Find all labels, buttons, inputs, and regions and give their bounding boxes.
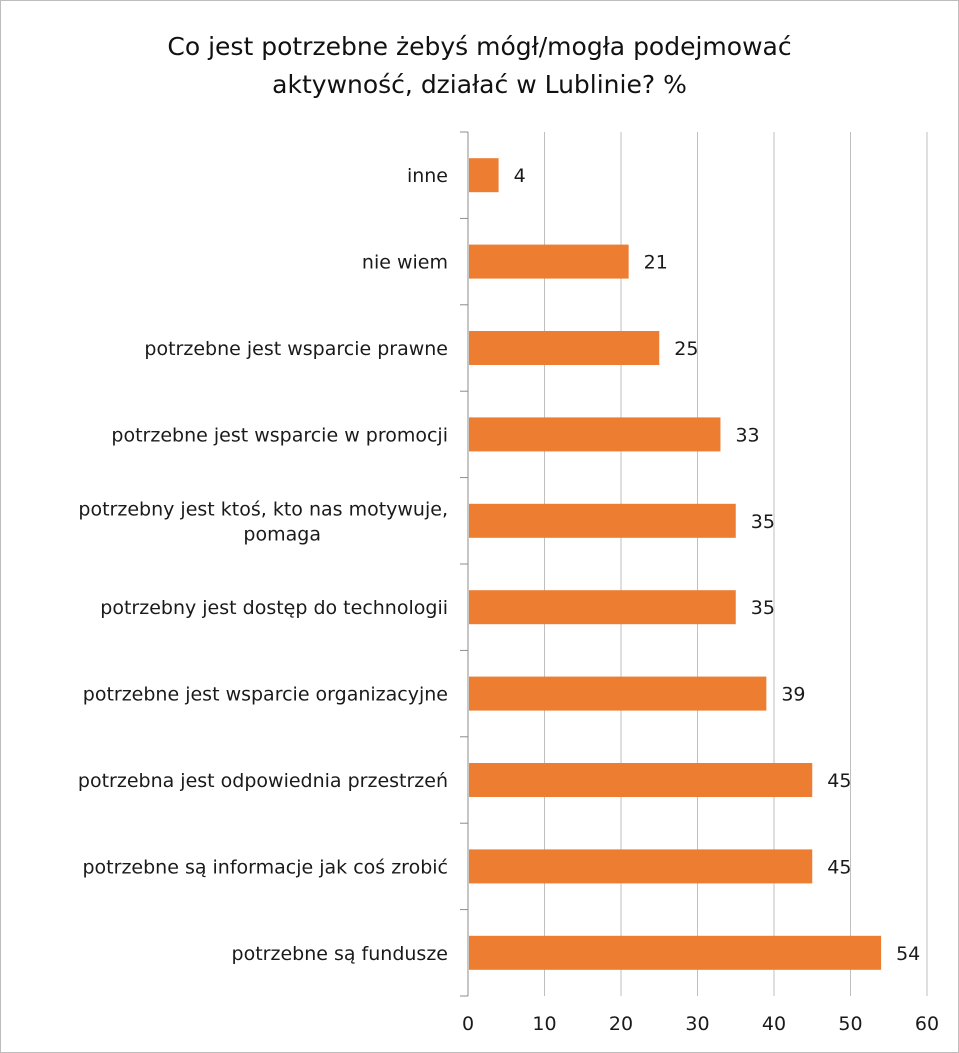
chart-title-line-2: aktywność, działać w Lublinie? % — [272, 70, 687, 99]
x-tick-label: 40 — [762, 1013, 786, 1035]
category-label: nie wiem — [362, 252, 448, 274]
bar — [469, 503, 736, 538]
bar — [469, 158, 499, 193]
data-label: 21 — [644, 252, 668, 274]
bars — [469, 158, 882, 970]
category-label: potrzebne są informacje jak coś zrobić — [83, 856, 449, 878]
data-label: 35 — [751, 597, 775, 619]
x-tick-label: 20 — [609, 1013, 633, 1035]
category-label: potrzebne są fundusze — [232, 943, 448, 965]
data-label: 45 — [827, 770, 851, 792]
category-label: potrzebne jest wsparcie organizacyjne — [83, 684, 448, 706]
category-axis — [460, 131, 469, 997]
data-label: 35 — [751, 511, 775, 533]
category-label: potrzebna jest odpowiednia przestrzeń — [78, 770, 448, 792]
x-tick-label: 60 — [915, 1013, 939, 1035]
chart-title: Co jest potrzebne żebyś mógł/mogła podej… — [0, 28, 959, 104]
category-label: inne — [407, 165, 448, 187]
data-label: 33 — [735, 424, 759, 446]
bar — [469, 763, 813, 797]
bar — [469, 935, 882, 970]
chart-title-line-1: Co jest potrzebne żebyś mógł/mogła podej… — [167, 32, 792, 61]
data-labels: 4 21 25 33 35 35 39 45 45 54 — [514, 165, 921, 965]
bar — [469, 676, 767, 711]
data-label: 45 — [827, 856, 851, 878]
data-label: 54 — [896, 943, 920, 965]
bar — [469, 244, 629, 279]
bar — [469, 590, 736, 625]
category-label: potrzebny jest dostęp do technologii — [100, 597, 448, 619]
data-label: 4 — [514, 165, 526, 187]
x-tick-label: 50 — [838, 1013, 862, 1035]
x-tick-label: 10 — [532, 1013, 556, 1035]
category-label: potrzebne jest wsparcie w promocji — [111, 424, 448, 446]
category-label: potrzebny jest ktoś, kto nas motywuje, — [78, 498, 448, 520]
x-tick-label: 30 — [685, 1013, 709, 1035]
bar — [469, 417, 721, 452]
category-label: potrzebne jest wsparcie prawne — [144, 338, 448, 360]
data-label: 25 — [674, 338, 698, 360]
x-tick-labels: 0 10 20 30 40 50 60 — [462, 1013, 939, 1035]
bar — [469, 331, 660, 365]
bar — [469, 849, 813, 884]
category-labels: inne nie wiem potrzebne jest wsparcie praw… — [78, 165, 448, 965]
x-tick-label: 0 — [462, 1013, 474, 1035]
category-label-continuation: pomaga — [243, 523, 321, 545]
data-label: 39 — [781, 684, 805, 706]
